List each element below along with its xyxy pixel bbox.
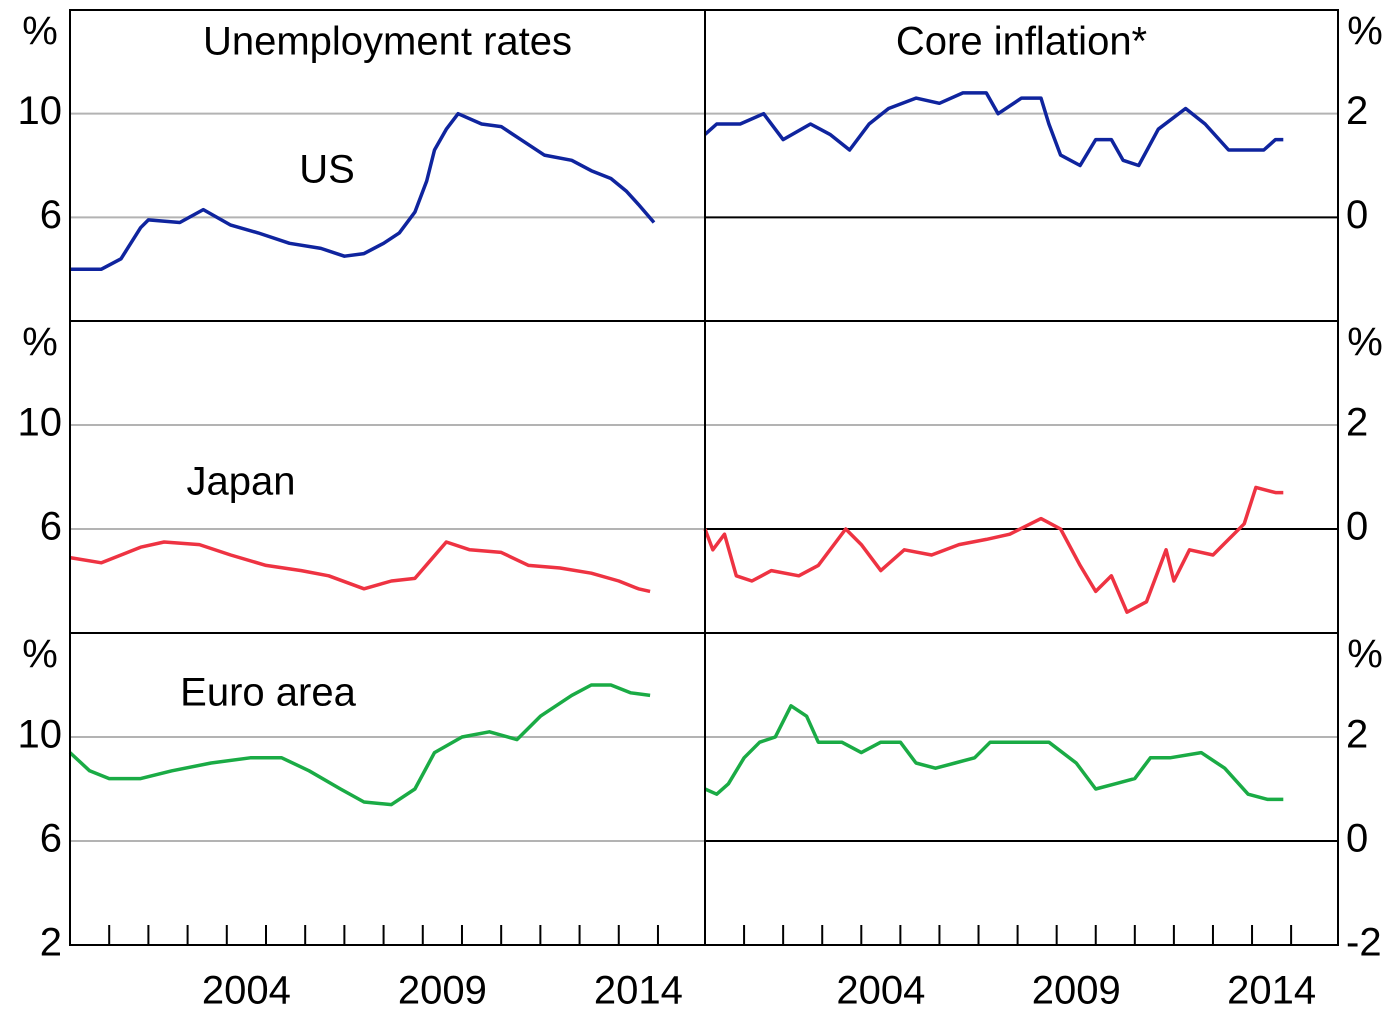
y-tick-label: 2 xyxy=(1346,401,1368,445)
series-line xyxy=(703,485,1284,614)
y-tick-label: 0 xyxy=(1346,817,1368,861)
series-label: Japan xyxy=(187,460,296,504)
series-line xyxy=(69,540,651,594)
unit-label: % xyxy=(22,321,58,365)
x-tick-label: 2004 xyxy=(836,969,925,1011)
y-tick-label: 10 xyxy=(18,713,63,757)
mark-layer xyxy=(68,91,1284,807)
y-tick-label: 2 xyxy=(1346,713,1368,757)
unit-label: % xyxy=(22,633,58,677)
series-line xyxy=(704,704,1284,802)
unit-label: % xyxy=(1347,10,1383,54)
x-tick-label: 2009 xyxy=(1032,969,1121,1011)
y-tick-label: 2 xyxy=(1346,89,1368,133)
y-tick-label: 0 xyxy=(1346,193,1368,237)
grid-layer xyxy=(70,112,1338,842)
x-tick-label: 2014 xyxy=(1227,969,1316,1011)
unit-label: % xyxy=(1347,321,1383,365)
panel-title: Unemployment rates xyxy=(203,20,572,64)
series-line xyxy=(68,683,651,807)
unit-label: % xyxy=(22,10,58,54)
label-layer: Unemployment rates% 6 10 US Core inflation*%… xyxy=(18,10,1383,1011)
y-tick-label: 0 xyxy=(1346,505,1368,549)
y-tick-label: 10 xyxy=(18,401,63,445)
panel-title: Core inflation* xyxy=(896,20,1147,64)
y-tick-label: 6 xyxy=(40,193,62,237)
series-label: Euro area xyxy=(180,671,356,715)
x-tick-label: 2009 xyxy=(398,969,487,1011)
y-tick-label: 10 xyxy=(18,89,63,133)
x-tick-label: 2004 xyxy=(202,969,291,1011)
series-line xyxy=(70,111,656,271)
unit-label: % xyxy=(1347,633,1383,677)
series-line xyxy=(703,91,1284,168)
y-tick-label: 6 xyxy=(40,505,62,549)
y-tick-label: 6 xyxy=(40,817,62,861)
series-label: US xyxy=(299,148,355,192)
y-tick-label: 2 xyxy=(40,921,62,965)
y-tick-label: -2 xyxy=(1346,921,1382,965)
x-tick-label: 2014 xyxy=(594,969,683,1011)
